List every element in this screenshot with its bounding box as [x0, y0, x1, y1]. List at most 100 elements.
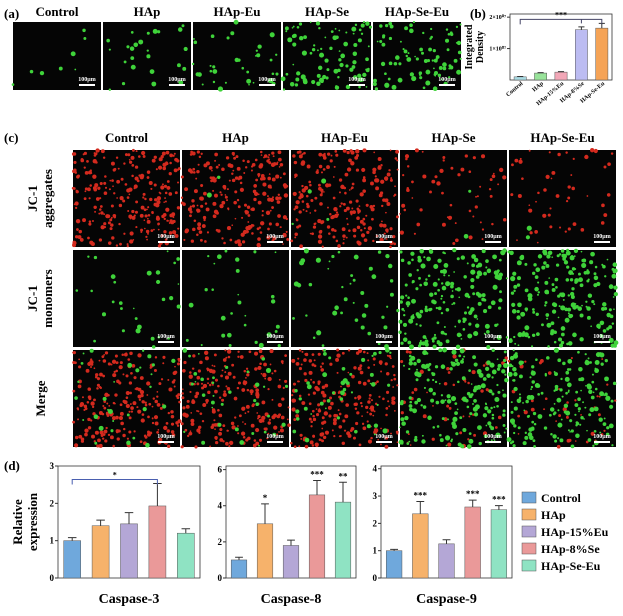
cell-red — [79, 404, 82, 407]
cell-green — [498, 364, 502, 368]
cell-red — [344, 430, 346, 432]
cell-red — [327, 225, 330, 228]
cell-green — [202, 83, 204, 85]
cell-red — [246, 405, 250, 409]
cell-green — [420, 404, 422, 406]
cell-green — [535, 383, 540, 388]
cell-red — [194, 445, 197, 448]
cell-red — [95, 431, 99, 435]
cell-green — [340, 311, 343, 314]
panel-label: (d) — [4, 458, 20, 473]
micrograph: 100μm — [182, 250, 289, 348]
cell-red — [102, 437, 104, 439]
cell-red — [158, 382, 161, 385]
cell-green — [367, 424, 371, 428]
cell-red — [225, 194, 227, 196]
cell-red — [361, 415, 363, 417]
cell-green — [517, 302, 522, 307]
cell-red — [268, 158, 270, 160]
cell-green — [366, 86, 368, 88]
cell-green — [456, 345, 460, 349]
cell-red — [351, 207, 353, 209]
cell-red — [162, 183, 164, 185]
micrograph: 100μm — [291, 248, 399, 348]
cell-red — [240, 355, 244, 359]
cell-green — [195, 381, 197, 383]
cell-green — [435, 365, 438, 368]
cell-green — [582, 259, 586, 263]
cell-green — [589, 361, 592, 364]
cell-red — [103, 359, 107, 363]
cell-red — [144, 228, 146, 230]
cell-green — [335, 35, 339, 39]
cell-green — [404, 26, 408, 30]
cell-green — [151, 82, 156, 87]
cell-red — [161, 215, 165, 219]
cell-red — [323, 399, 326, 402]
cell-red — [303, 358, 307, 362]
cell-green — [355, 24, 357, 26]
cell-green — [555, 385, 559, 389]
cell-green — [462, 376, 466, 380]
cell-green — [456, 26, 458, 28]
cell-red — [367, 411, 369, 413]
cell-red — [157, 403, 161, 407]
cell-red — [130, 218, 132, 220]
cell-green — [434, 292, 437, 295]
cell-red — [344, 414, 348, 418]
cell-red — [172, 155, 174, 157]
bar — [465, 507, 481, 578]
cell-red — [278, 194, 280, 196]
cell-green — [427, 59, 430, 62]
cell-red — [347, 167, 351, 171]
cell-red — [190, 205, 192, 207]
cell-red — [212, 202, 216, 206]
cell-green — [94, 442, 97, 445]
cell-red — [381, 205, 383, 207]
cell-red — [169, 222, 171, 224]
cell-red — [302, 188, 306, 192]
cell-red — [230, 164, 234, 168]
cell-green — [411, 299, 416, 304]
cell-red — [198, 164, 200, 166]
cell-green — [212, 376, 215, 379]
cell-green — [458, 51, 462, 55]
cell-red — [255, 179, 258, 182]
cell-green — [533, 412, 536, 415]
cell-red — [113, 214, 117, 218]
cell-red — [402, 174, 404, 176]
cell-red — [380, 371, 382, 373]
cell-green — [437, 321, 440, 324]
cell-green — [275, 72, 278, 75]
cell-green — [186, 339, 189, 342]
cell-red — [237, 425, 239, 427]
cell-red — [404, 209, 407, 212]
cell-red — [291, 359, 295, 363]
cell-green — [404, 332, 406, 334]
cell-red — [120, 196, 124, 200]
cell-red — [116, 244, 118, 246]
cell-red — [400, 231, 404, 235]
cell-green — [124, 60, 127, 63]
micrograph: 100μm — [373, 21, 462, 91]
cell-red — [385, 445, 389, 449]
cell-red — [393, 378, 396, 381]
cell-red — [237, 432, 239, 434]
cell-red — [327, 207, 329, 209]
cell-red — [244, 423, 246, 425]
cell-green — [447, 394, 451, 398]
cell-green — [470, 270, 475, 275]
cell-red — [347, 223, 349, 225]
cell-red — [212, 190, 214, 192]
cell-red — [76, 228, 79, 231]
cell-red — [491, 223, 493, 225]
cell-red — [166, 422, 169, 425]
cell-green — [487, 409, 491, 413]
cell-green — [201, 441, 205, 445]
cell-red — [221, 237, 223, 239]
cell-green — [106, 39, 110, 43]
cell-red — [141, 400, 144, 403]
cell-green — [513, 336, 515, 338]
cell-red — [549, 225, 552, 228]
cell-green — [580, 283, 584, 287]
